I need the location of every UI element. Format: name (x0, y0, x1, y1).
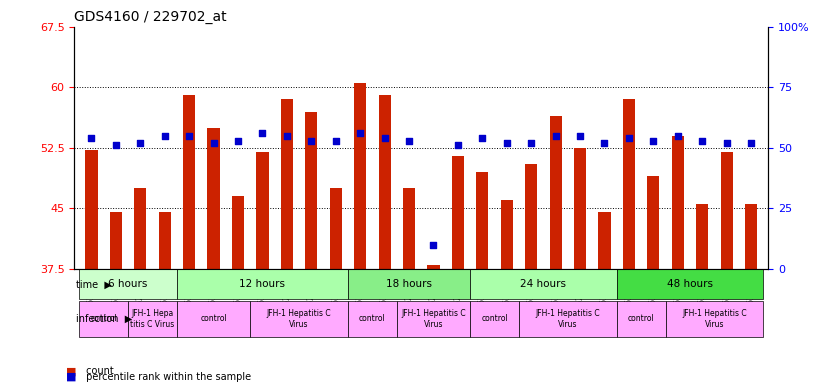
Point (354, 130, 367, 136)
FancyBboxPatch shape (617, 270, 763, 299)
Text: JFH-1 Hepatitis C
Virus: JFH-1 Hepatitis C Virus (267, 309, 331, 329)
Point (134, 140, 147, 146)
Bar (159, 212, 171, 269)
FancyBboxPatch shape (519, 301, 617, 337)
Point (158, 133, 171, 139)
Point (451, 142, 464, 149)
Point (573, 133, 586, 139)
FancyBboxPatch shape (470, 270, 617, 299)
Bar (720, 152, 733, 269)
Point (280, 133, 293, 139)
Text: 18 hours: 18 hours (386, 279, 432, 290)
Bar (281, 99, 293, 269)
Text: ■: ■ (66, 366, 77, 376)
FancyBboxPatch shape (177, 301, 250, 337)
Bar (306, 112, 317, 269)
Bar (207, 128, 220, 269)
Bar (525, 164, 537, 269)
FancyBboxPatch shape (396, 301, 470, 337)
Text: control: control (482, 314, 508, 323)
FancyBboxPatch shape (128, 301, 177, 337)
Point (647, 137, 660, 144)
Text: 24 hours: 24 hours (520, 279, 567, 290)
Bar (598, 212, 610, 269)
Point (427, 242, 440, 248)
Point (85, 135, 98, 141)
Bar (183, 96, 195, 269)
Point (622, 135, 635, 141)
Text: GDS4160 / 229702_at: GDS4160 / 229702_at (74, 10, 227, 25)
Point (109, 142, 122, 149)
Bar (672, 136, 684, 269)
Bar (330, 188, 342, 269)
Point (256, 130, 269, 136)
Bar (648, 176, 659, 269)
Text: JFH-1 Hepa
titis C Virus: JFH-1 Hepa titis C Virus (131, 309, 174, 329)
Bar (477, 172, 488, 269)
Point (378, 135, 392, 141)
Text: JFH-1 Hepatitis C
Virus: JFH-1 Hepatitis C Virus (401, 309, 466, 329)
Text: control: control (628, 314, 654, 323)
Bar (403, 188, 415, 269)
Point (402, 137, 415, 144)
Text: JFH-1 Hepatitis C
Virus: JFH-1 Hepatitis C Virus (535, 309, 601, 329)
Text: JFH-1 Hepatitis C
Virus: JFH-1 Hepatitis C Virus (682, 309, 747, 329)
Text: control: control (359, 314, 386, 323)
FancyBboxPatch shape (666, 301, 763, 337)
Bar (256, 152, 268, 269)
Bar (354, 83, 366, 269)
Text: ■: ■ (66, 372, 77, 382)
Text: 6 hours: 6 hours (108, 279, 148, 290)
FancyBboxPatch shape (79, 270, 177, 299)
FancyBboxPatch shape (470, 301, 519, 337)
Bar (696, 204, 709, 269)
Text: count: count (83, 366, 113, 376)
Bar (623, 99, 635, 269)
Bar (549, 116, 562, 269)
Point (183, 133, 196, 139)
Bar (110, 212, 122, 269)
FancyBboxPatch shape (177, 270, 348, 299)
Text: control: control (200, 314, 227, 323)
Point (501, 140, 514, 146)
Bar (427, 265, 439, 269)
Text: percentile rank within the sample: percentile rank within the sample (83, 372, 251, 382)
Point (207, 140, 221, 146)
Bar (134, 188, 146, 269)
Point (695, 137, 709, 144)
Text: 48 hours: 48 hours (667, 279, 713, 290)
Point (305, 137, 318, 144)
FancyBboxPatch shape (79, 301, 128, 337)
Bar (232, 196, 244, 269)
Bar (85, 150, 97, 269)
Bar (452, 156, 464, 269)
Point (720, 140, 733, 146)
Point (525, 140, 538, 146)
Text: control: control (90, 314, 117, 323)
Bar (574, 148, 586, 269)
Text: time  ▶: time ▶ (75, 279, 112, 290)
Point (549, 133, 563, 139)
FancyBboxPatch shape (348, 301, 396, 337)
FancyBboxPatch shape (250, 301, 348, 337)
Point (598, 140, 611, 146)
Bar (745, 204, 757, 269)
Bar (378, 96, 391, 269)
Text: 12 hours: 12 hours (240, 279, 286, 290)
FancyBboxPatch shape (348, 270, 470, 299)
Bar (501, 200, 513, 269)
Point (744, 140, 757, 146)
Point (231, 137, 244, 144)
Point (329, 137, 342, 144)
Text: infection  ▶: infection ▶ (75, 314, 132, 324)
FancyBboxPatch shape (617, 301, 666, 337)
Point (476, 135, 489, 141)
Point (672, 133, 685, 139)
